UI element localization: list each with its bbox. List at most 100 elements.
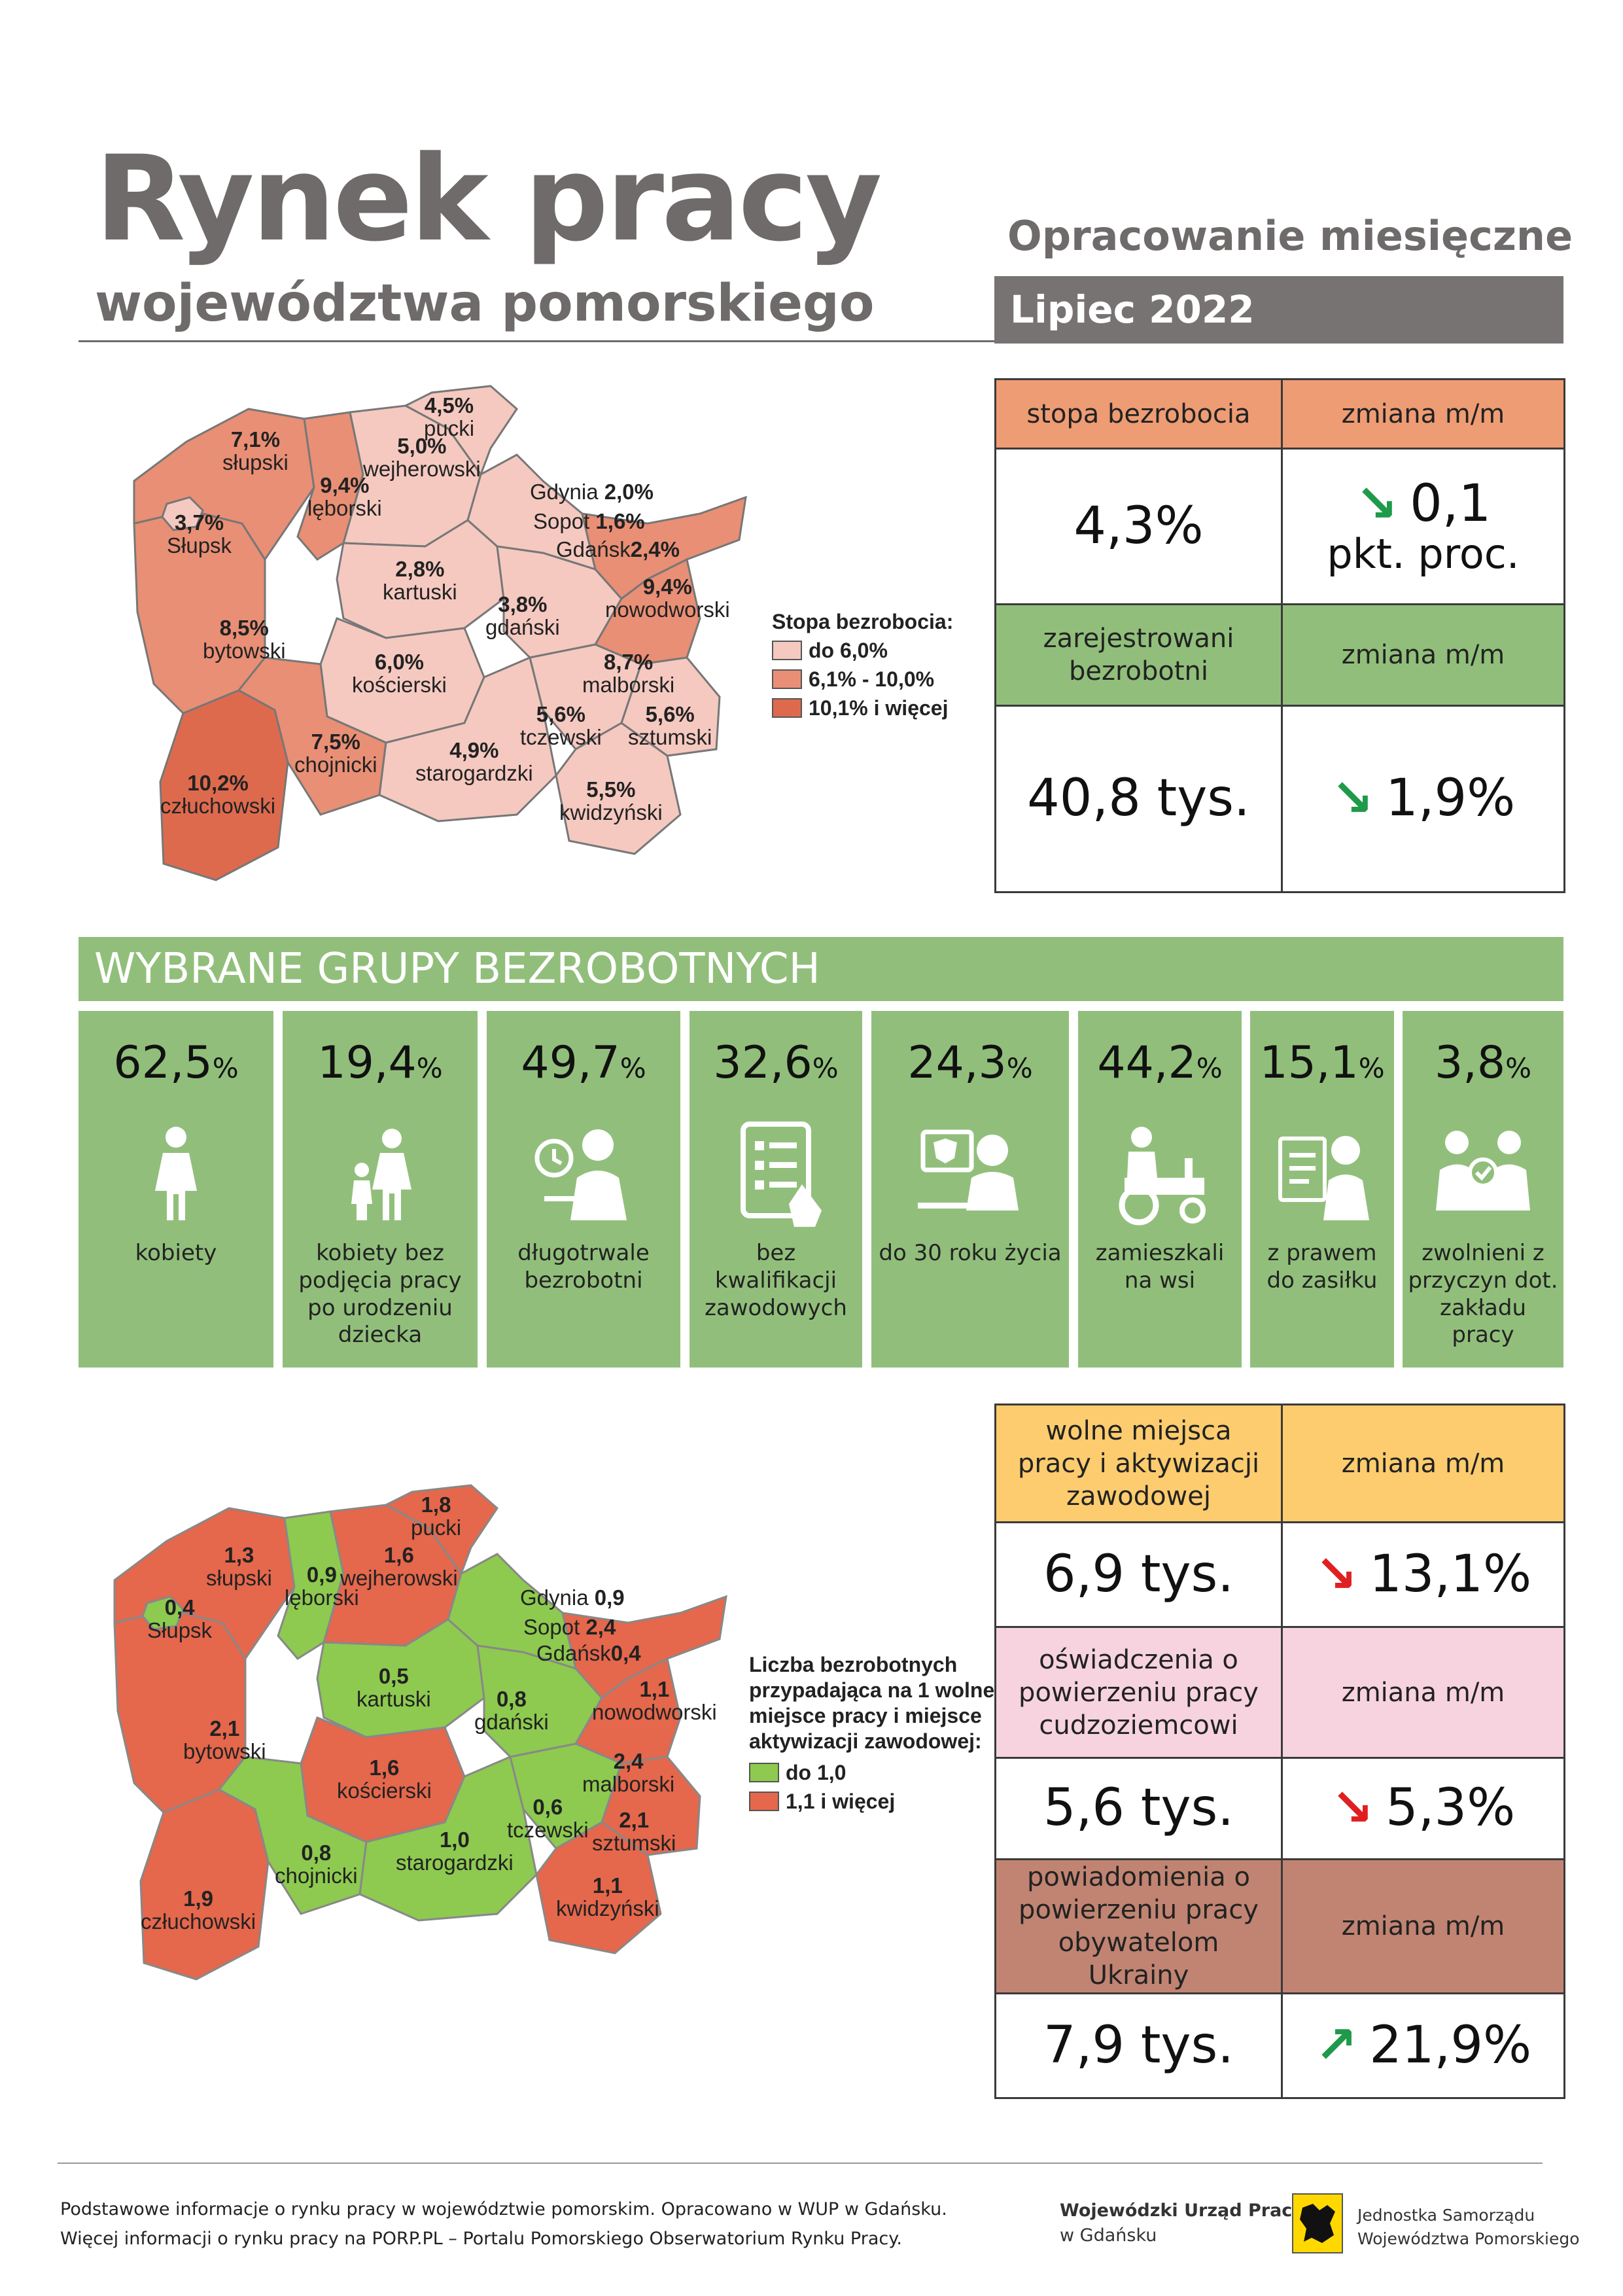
ukraine-change-header: zmiana m/m [1281,1858,1565,1994]
legend-item-low: do 6,0% [809,638,888,662]
label-nowodworski: 1,1 nowodworski [592,1677,717,1724]
registered-header: zarejestrowani bezrobotni [994,603,1283,707]
clock-person-icon [534,1129,627,1220]
group-label: bez kwalifikacji zawodowych [705,1240,847,1321]
region-nowodworski [581,495,747,601]
tractor-icon [1119,1127,1206,1226]
rate-change-header: zmiana m/m [1281,378,1565,450]
label-malborski: 2,4 malborski [582,1749,675,1796]
young-person-computer-icon [918,1129,1019,1210]
handshake-people-icon [1436,1131,1530,1210]
arrow-down-red-icon: ↘ [1314,1544,1358,1604]
legend-item-low: do 1,0 [786,1760,846,1784]
group-tile: 32,6% bez kwalifikacji zawodowych [689,1011,862,1368]
footer-line-1: Podstawowe informacje o rynku pracy w wo… [60,2199,947,2219]
label-sztumski: 5,6% sztumski [628,702,712,749]
region-kwidzynski [535,1821,662,1954]
rate-value: 4,3% [994,448,1283,605]
label-chojnicki: 0,8 chojnicki [275,1841,358,1888]
group-percent: 19,4% [317,1037,443,1089]
title-divider [79,340,1004,342]
label-pucki: 1,8 pucki [411,1492,462,1540]
vacancies-value: 6,9 tys. [994,1521,1283,1628]
label-wejherowski: 1,6 wejherowski [340,1543,458,1590]
label-koscierski: 6,0% kościerski [352,650,447,697]
vacancy-ratio-legend: Liczba bezrobotnych przypadająca na 1 wo… [749,1652,998,1816]
samorzad-logo-line-2: Województwa Pomorskiego [1357,2229,1580,2249]
ukraine-value: 7,9 tys. [994,1992,1283,2099]
percent-sign: % [1505,1052,1532,1084]
legend-swatch-high [772,698,802,718]
label-gdynia: Gdynia 2,0% [530,480,654,504]
label-gdanski: 3,8% gdański [485,592,560,639]
pomorskie-crest-icon [1292,2193,1343,2253]
arrow-down-green-icon: ↘ [1331,769,1374,828]
registered-change-cell: ↘ 1,9% [1281,705,1565,893]
group-tile: 19,4% kobiety bez podjęcia pracy po urodz… [283,1011,478,1368]
label-slupsk: 3,7% Słupsk [167,510,232,557]
label-kwidzynski: 5,5% kwidzyński [559,777,663,824]
label-czluchowski: 10,2% człuchowski [160,771,276,818]
group-percent: 44,2% [1097,1037,1223,1089]
legend-item-high: 1,1 i więcej [786,1789,896,1813]
percent-sign: % [812,1052,839,1084]
group-tile: 49,7% długotrwale bezrobotni [487,1011,680,1368]
group-tile: 44,2% zamieszkali na wsi [1078,1011,1242,1368]
footer-divider [58,2163,1543,2164]
samorzad-logo-line-1: Jednostka Samorządu [1357,2206,1535,2225]
unemployment-table: stopa bezrobocia zmiana m/m 4,3% ↘ 0,1 pk… [994,378,1565,893]
label-slupski: 7,1% słupski [222,427,288,474]
report-period: Lipiec 2022 [994,276,1563,344]
label-gdanski: 0,8 gdański [474,1687,549,1734]
footer-line-2: Więcej informacji o rynku pracy na PORP.… [60,2228,902,2249]
region-pucki [403,385,518,477]
percent-sign: % [212,1052,239,1084]
group-tile: 3,8% zwolnieni z przyczyn dot. zakładu pr… [1403,1011,1563,1368]
registered-change-header: zmiana m/m [1281,603,1565,707]
label-gdansk: Gdańsk2,4% [556,537,680,561]
wup-logo: Wojewódzki Urząd Pracy w Gdańsku [1060,2199,1304,2248]
declarations-change-value: 5,3% [1386,1778,1516,1838]
region-kartuski [316,1618,485,1739]
legend-swatch-high [749,1792,779,1812]
region-slupsk [161,496,204,531]
label-gdansk: Gdańsk0,4 [536,1641,641,1665]
unemployment-rate-legend: Stopa bezrobocia: do 6,0% 6,1% - 10,0% 1… [772,607,953,722]
groups-header: WYBRANE GRUPY BEZROBOTNYCH [79,937,1563,1001]
samorzad-logo: Jednostka Samorządu Województwa Pomorski… [1357,2204,1580,2252]
vacancies-change-header: zmiana m/m [1281,1404,1565,1523]
declarations-value: 5,6 tys. [994,1757,1283,1860]
label-gdynia: Gdynia 0,9 [520,1585,625,1610]
region-chojnicki [237,656,387,816]
mother-child-icon [351,1129,411,1220]
legend-title: Liczba bezrobotnych przypadająca na 1 wo… [749,1653,995,1754]
ukraine-change-value: 21,9% [1369,2015,1532,2075]
percent-sign: % [1196,1052,1223,1084]
wup-logo-line-2: w Gdańsku [1060,2225,1157,2246]
arrow-down-red-icon: ↘ [1331,1778,1374,1838]
region-starogardzki [358,1755,538,1922]
percent-sign: % [416,1052,443,1084]
legend-swatch-low [772,641,802,660]
label-koscierski: 1,6 kościerski [337,1756,432,1803]
label-kartuski: 0,5 kartuski [357,1664,431,1711]
group-percent: 15,1% [1259,1037,1385,1089]
ukraine-header: powiadomienia o powierzeniu pracy obywat… [994,1858,1283,1994]
rate-change-cell: ↘ 0,1 pkt. proc. [1281,448,1565,605]
region-kwidzynski [555,722,682,855]
label-slupsk: 0,4 Słupsk [147,1595,213,1642]
region-czluchowski [139,1788,270,1981]
group-label: zwolnieni z przyczyn dot. zakładu pracy [1408,1240,1558,1349]
page-title: Rynek pracy [95,131,882,268]
label-starogardzki: 1,0 starogardzki [396,1828,514,1875]
document-person-icon [1278,1136,1369,1220]
tablet-checklist-icon [741,1122,822,1227]
group-percent: 3,8% [1434,1037,1532,1089]
label-malborski: 8,7% malborski [582,650,675,697]
map-ratio-shapes [113,1484,727,1981]
label-leborski: 0,9 lęborski [285,1563,359,1610]
label-kwidzynski: 1,1 kwidzyński [556,1873,659,1920]
legend-item-mid: 6,1% - 10,0% [809,667,935,691]
group-label: do 30 roku życia [879,1240,1062,1266]
legend-title: Stopa bezrobocia: [772,609,954,633]
